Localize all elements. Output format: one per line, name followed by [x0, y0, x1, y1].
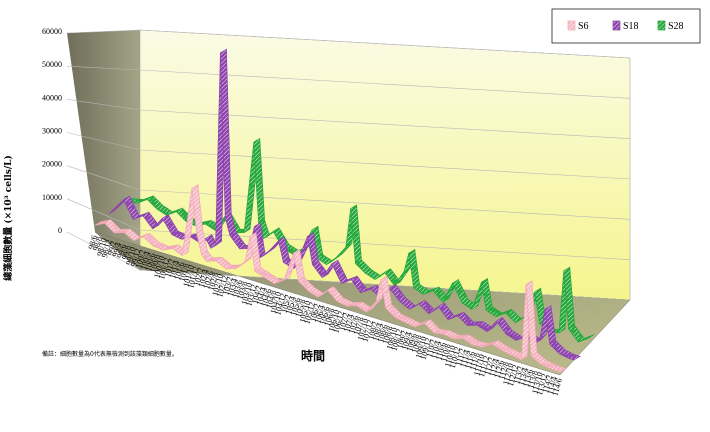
x-tick-label: 111/8: [468, 352, 481, 371]
gridline-side: [66, 99, 141, 111]
x-tick-label: 98/8: [91, 236, 103, 252]
series-ribbons: [94, 48, 595, 373]
legend-box: [551, 8, 701, 44]
gridline: [139, 29, 631, 59]
y-tick-label: 60000: [42, 27, 62, 36]
footnote: 備註：細胞數量為0代表無檢測到該藻類細胞數量。: [42, 350, 178, 358]
gridline-side: [66, 198, 141, 231]
x-tick-label: 111/4: [459, 349, 472, 368]
ribbon-segment: [585, 334, 595, 340]
x-tick-label: 99/6: [116, 243, 128, 259]
series-S18: [108, 48, 581, 361]
y-axis-label: 總藻細胞數量 (×10³ cells/L): [2, 155, 14, 281]
y-tick-label: 30000: [42, 127, 62, 136]
gridline-side: [66, 132, 141, 151]
ribbon-segment: [570, 355, 581, 361]
legend-swatch-S28: [657, 20, 666, 31]
x-tick-label: 99/2: [106, 240, 118, 256]
x-tick-label: 111/6: [463, 350, 476, 369]
x-tick-label: 110/4: [430, 340, 443, 360]
series-S28: [121, 137, 595, 343]
x-tick-label: 112/4: [488, 358, 501, 378]
gridline-side: [66, 165, 141, 191]
x-tick-label: 114/2: [541, 374, 554, 394]
legend-swatch-S6: [567, 20, 576, 31]
gridline-side: [66, 29, 141, 34]
x-tick-label: 99/4: [111, 242, 123, 258]
y-tick-label: 20000: [42, 160, 62, 169]
ribbon-segment: [556, 367, 567, 373]
y-tick-label: 0: [58, 226, 62, 235]
x-tick-label: 113/6: [522, 368, 535, 388]
x-tick-label: 112/2: [483, 356, 496, 376]
legend-label-S6: S6: [578, 21, 589, 32]
x-tick-label: 114/4: [546, 376, 559, 396]
legend-swatch-S18: [612, 20, 621, 31]
x-tick-label: 110/2: [425, 338, 438, 358]
gridline-side: [66, 231, 141, 271]
x-tick-label: 98/6: [87, 234, 99, 250]
x-axis-ticks: 98/698/898/1098/1299/299/499/699/899/109…: [87, 234, 564, 397]
x-tick-label: 111/2: [454, 347, 467, 366]
y-axis-ticks: 0 10000 20000 30000 40000 50000 60000: [42, 27, 62, 235]
x-tick-label: 113/8: [526, 370, 539, 390]
x-tick-label: 110/6: [434, 341, 447, 361]
x-tick-label: 113/2: [512, 365, 525, 385]
y-tick-label: 40000: [42, 93, 62, 102]
legend-label-S18: S18: [623, 21, 639, 32]
x-tick-label: 112/6: [492, 359, 505, 379]
y-tick-label: 50000: [42, 60, 62, 69]
gridline-side: [66, 65, 141, 71]
legend-label-S28: S28: [668, 21, 684, 32]
x-tick-label: 113/4: [517, 367, 530, 387]
legend: S6 S18 S28: [551, 8, 701, 44]
x-tick-label: 99/8: [120, 245, 132, 261]
x-tick-label: 112/8: [497, 361, 510, 381]
y-tick-label: 10000: [42, 193, 62, 202]
x-axis-label: 時間: [301, 348, 325, 363]
side-wall: [67, 30, 140, 270]
x-tick-label: 114/6: [551, 377, 564, 397]
series-S6: [94, 184, 567, 373]
x-tick-label: 110/8: [439, 343, 452, 363]
